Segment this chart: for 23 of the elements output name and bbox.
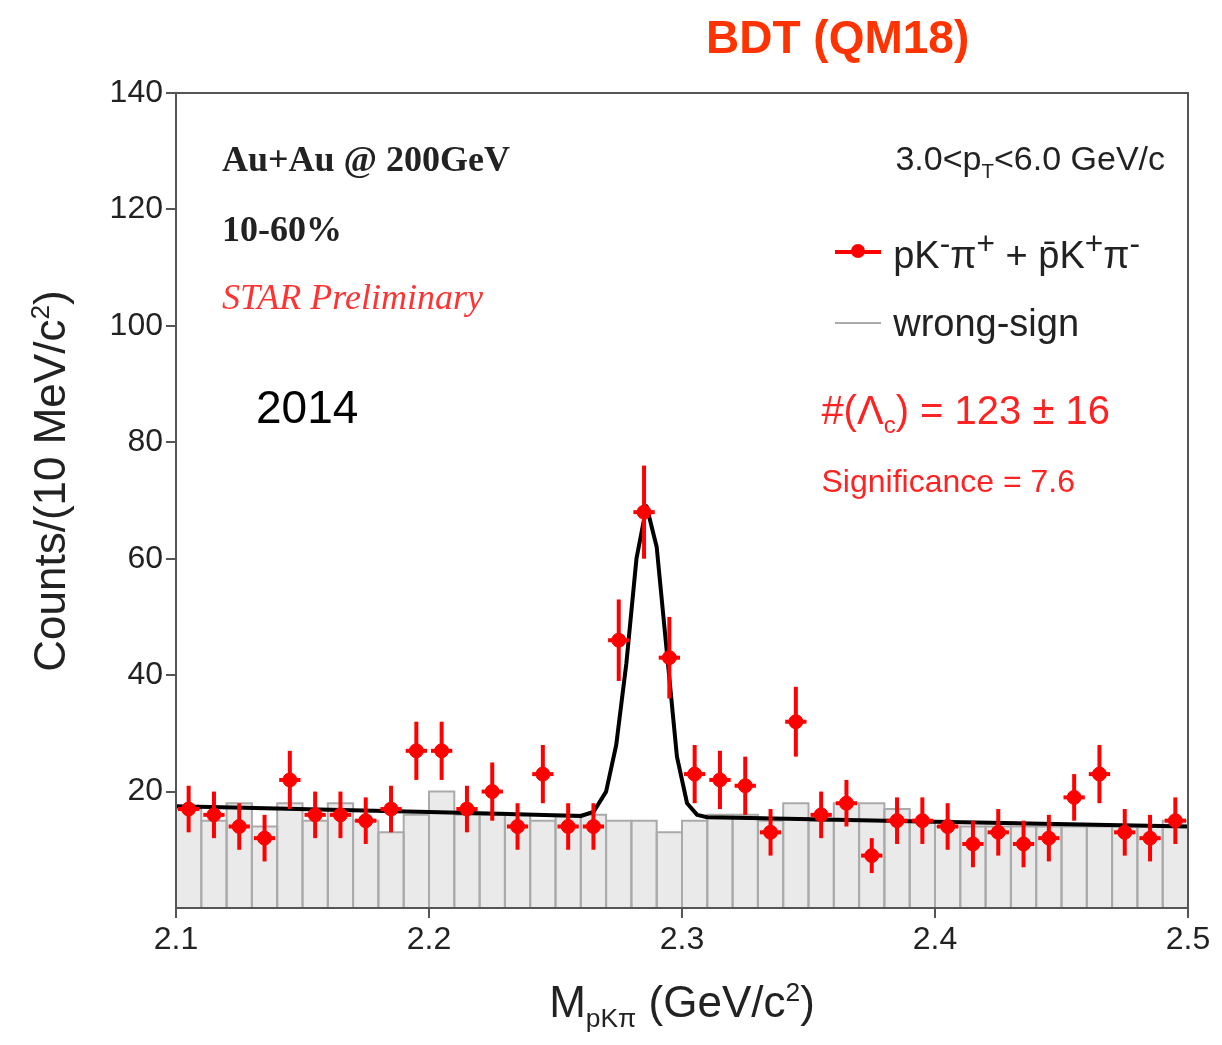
annotation: 10-60%	[222, 209, 342, 250]
y-tick-label: 40	[127, 654, 163, 691]
y-tick-label: 140	[109, 72, 163, 109]
chart-title: BDT (QM18)	[706, 11, 970, 63]
annotation: Au+Au @ 200GeV	[222, 139, 511, 180]
annotation: Significance = 7.6	[821, 463, 1075, 500]
annotation: 2014	[256, 381, 359, 433]
annotation: #(Λ$_{c}$) = 123 ± 16	[821, 388, 1110, 439]
legend-label: pK$^{-}$π$^{+}$ + p̄K$^{+}$π$^{-}$	[893, 225, 1140, 277]
y-tick-label: 60	[127, 538, 163, 575]
y-tick-label: 120	[109, 189, 163, 226]
y-tick-label: 100	[109, 305, 163, 342]
x-tick-label: 2.4	[912, 920, 958, 957]
x-axis-title: M$_{pKπ}$ (GeV/c$^{2}$)	[549, 977, 815, 1033]
legend-label: wrong-sign	[893, 301, 1080, 345]
x-tick-label: 2.3	[659, 920, 705, 957]
y-tick-label: 80	[127, 422, 163, 459]
y-tick-label: 20	[127, 771, 163, 808]
x-tick-label: 2.5	[1165, 920, 1211, 957]
annotation: STAR Preliminary	[222, 277, 483, 318]
x-tick-label: 2.2	[406, 920, 452, 957]
x-tick-label: 2.1	[153, 920, 199, 957]
annotation: 3.0<p$_{T}$<6.0 GeV/c	[895, 139, 1165, 183]
